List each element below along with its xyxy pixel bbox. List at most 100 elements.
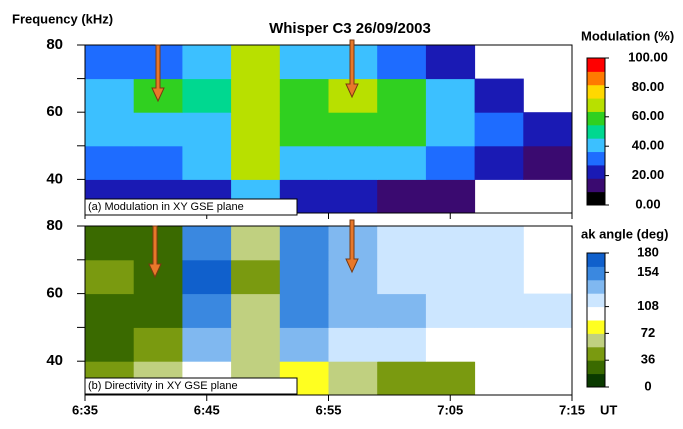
- heatmap-cell: [377, 145, 427, 180]
- heatmap-cell: [377, 179, 427, 214]
- colorbar-block: [587, 111, 605, 126]
- colorbar-block: [587, 98, 605, 112]
- heatmap-cell: [377, 293, 427, 328]
- heatmap-cell: [425, 327, 476, 362]
- arrow: [345, 219, 359, 274]
- heatmap-cell: [279, 145, 329, 180]
- heatmap-cell: [425, 145, 476, 180]
- colorbar-frame: [586, 252, 606, 388]
- x-axis-label: UT: [600, 402, 617, 417]
- colorbar-tick-label: 20.00: [632, 167, 665, 182]
- colorbar-tick-label: 60.00: [632, 108, 665, 123]
- colorbar-block: [587, 333, 605, 348]
- heatmap-cell: [182, 226, 232, 261]
- heatmap-cell: [133, 145, 183, 180]
- heatmap-cell: [474, 327, 524, 362]
- panel-label: (b) Directivity in XY GSE plane: [88, 380, 238, 392]
- heatmap-cell: [474, 293, 524, 328]
- heatmap-cell: [231, 259, 281, 295]
- colorbar-tick-label: 154: [637, 264, 659, 279]
- colorbar-block: [587, 360, 605, 375]
- colorbar-tick-label: 0: [644, 378, 651, 393]
- x-tick-label: 7:05: [437, 402, 463, 417]
- heatmap-cell: [85, 78, 135, 113]
- heatmap-cell: [85, 259, 135, 295]
- heatmap-cell: [474, 226, 524, 261]
- y-tick-label: 80: [46, 217, 63, 234]
- colorbar-tick-label: 40.00: [632, 138, 665, 153]
- colorbar-block: [587, 266, 605, 281]
- heatmap-cell: [425, 78, 476, 113]
- heatmap-cell: [85, 293, 135, 328]
- heatmap-cell: [231, 226, 281, 261]
- colorbar-block: [587, 373, 605, 388]
- heatmap-cell: [279, 78, 329, 113]
- colorbar-tick-label: 108: [637, 298, 659, 313]
- panel-label: (a) Modulation in XY GSE plane: [88, 201, 244, 213]
- heatmap-cell: [279, 327, 329, 362]
- x-tick-label: 7:15: [559, 402, 585, 417]
- colorbar-block: [587, 191, 605, 206]
- heatmap-cell: [231, 112, 281, 147]
- heatmap-cell: [85, 112, 135, 147]
- chart-title: Whisper C3 26/09/2003: [269, 20, 431, 37]
- heatmap-cell: [85, 145, 135, 180]
- heatmap-cell: [377, 226, 427, 261]
- colorbar-block: [587, 164, 605, 179]
- heatmap-cell: [523, 145, 573, 180]
- heatmap-cell: [328, 179, 378, 214]
- heatmap-cell: [182, 45, 232, 80]
- heatmap-cell: [425, 179, 476, 214]
- colorbar-block: [587, 306, 605, 321]
- heatmap-cell: [328, 327, 378, 362]
- heatmap-cell: [182, 112, 232, 147]
- heatmap-cell: [279, 112, 329, 147]
- heatmap-cell: [425, 45, 476, 80]
- heatmap-cell: [377, 361, 427, 396]
- arrow: [148, 225, 162, 279]
- heatmap-cell: [425, 293, 476, 328]
- heatmap-cell: [328, 112, 378, 147]
- heatmap-cell: [231, 145, 281, 180]
- heatmap-cell: [279, 226, 329, 261]
- heatmap-cell: [231, 327, 281, 362]
- heatmap-cell: [377, 112, 427, 147]
- y-tick-label: 40: [46, 352, 63, 369]
- overlays: [148, 39, 359, 279]
- colorbar-tick-label: 100.00: [628, 49, 668, 64]
- heatmap-cell: [328, 293, 378, 328]
- colorbar-block: [587, 178, 605, 193]
- heatmap-cell: [377, 259, 427, 295]
- heatmap-cell: [182, 145, 232, 180]
- heatmap-cell: [85, 226, 135, 261]
- colorbar-tick-label: 180: [637, 244, 659, 259]
- arrow: [151, 44, 165, 103]
- heatmap-cell: [523, 112, 573, 147]
- colorbar-block: [587, 124, 605, 139]
- heatmap-cell: [85, 327, 135, 362]
- colorbar-tick-label: 72: [641, 325, 655, 340]
- colorbar-tick-label: 36: [641, 352, 655, 367]
- arrow: [345, 39, 359, 99]
- heatmap-cell: [474, 78, 524, 113]
- heatmap-cell: [474, 145, 524, 180]
- heatmap-cell: [133, 293, 183, 328]
- y-axis-label: Frequency (kHz): [12, 11, 113, 26]
- heatmap-cell: [231, 293, 281, 328]
- colorbar-block: [587, 320, 605, 334]
- colorbar-block: [587, 346, 605, 361]
- heatmap-cell: [279, 45, 329, 80]
- heatmap-cell: [377, 78, 427, 113]
- heatmap-cell: [474, 112, 524, 147]
- heatmap-cell: [377, 45, 427, 80]
- colorbar-block: [587, 71, 605, 86]
- colorbar-block: [587, 253, 605, 267]
- panel-label-box: [84, 198, 298, 216]
- heatmap-cell: [523, 293, 573, 328]
- x-tick-label: 6:55: [315, 402, 341, 417]
- x-tick-label: 6:45: [194, 402, 220, 417]
- heatmap-cell: [328, 145, 378, 180]
- y-tick-label: 60: [46, 285, 63, 302]
- heatmap-cell: [425, 226, 476, 261]
